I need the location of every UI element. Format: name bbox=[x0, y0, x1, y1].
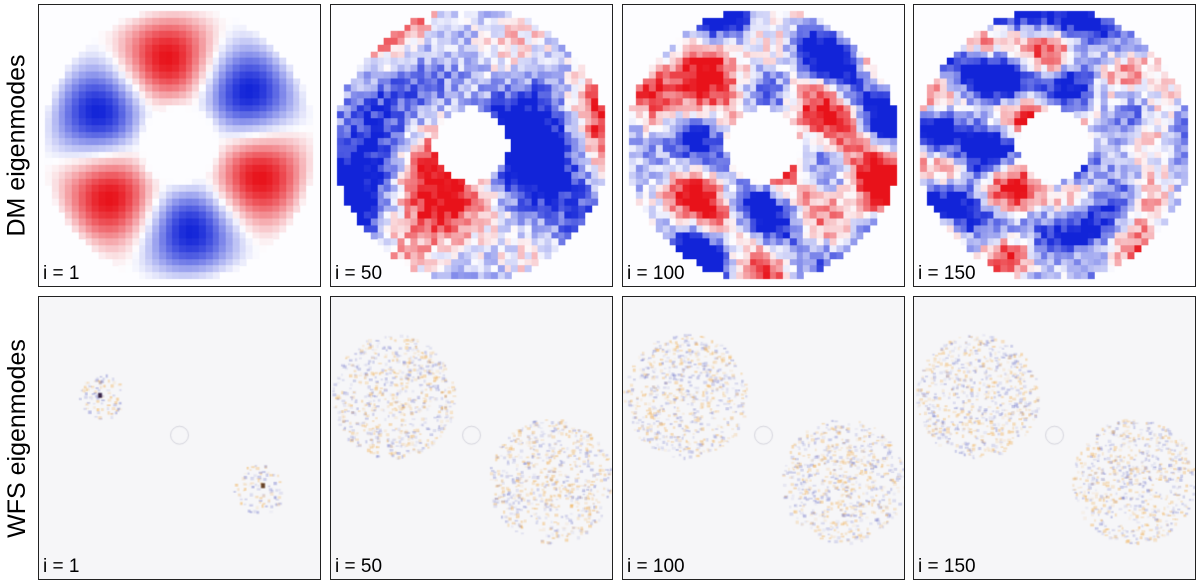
dm-eigenmode-image-1 bbox=[39, 5, 320, 286]
wfs-panel-150: i = 150 bbox=[913, 296, 1196, 580]
dm-panel-150-label: i = 150 bbox=[918, 263, 976, 284]
dm-panel-1: i = 1 bbox=[38, 4, 321, 287]
row-label-wfs: WFS eigenmodes bbox=[0, 296, 34, 580]
wfs-eigenmode-image-1 bbox=[39, 297, 320, 579]
wfs-eigenmode-image-100 bbox=[623, 297, 904, 579]
wfs-panel-50: i = 50 bbox=[330, 296, 613, 580]
wfs-eigenmode-image-50 bbox=[331, 297, 612, 579]
row-label-dm-text: DM eigenmodes bbox=[2, 54, 31, 237]
wfs-eigenmode-image-150 bbox=[914, 297, 1195, 579]
dm-panel-100: i = 100 bbox=[622, 4, 905, 287]
wfs-panel-100: i = 100 bbox=[622, 296, 905, 580]
dm-panel-50: i = 50 bbox=[330, 4, 613, 287]
dm-panel-100-label: i = 100 bbox=[627, 263, 685, 284]
wfs-panel-1-label: i = 1 bbox=[43, 556, 80, 577]
dm-panel-50-label: i = 50 bbox=[335, 263, 383, 284]
dm-eigenmode-image-100 bbox=[623, 5, 904, 286]
dm-panel-1-label: i = 1 bbox=[43, 263, 80, 284]
dm-eigenmode-image-150 bbox=[914, 5, 1195, 286]
wfs-panel-150-label: i = 150 bbox=[918, 556, 976, 577]
row-label-wfs-text: WFS eigenmodes bbox=[2, 338, 31, 538]
dm-eigenmode-image-50 bbox=[331, 5, 612, 286]
wfs-panel-50-label: i = 50 bbox=[335, 556, 383, 577]
dm-panel-150: i = 150 bbox=[913, 4, 1196, 287]
row-label-dm: DM eigenmodes bbox=[0, 4, 34, 287]
wfs-panel-100-label: i = 100 bbox=[627, 556, 685, 577]
wfs-panel-1: i = 1 bbox=[38, 296, 321, 580]
